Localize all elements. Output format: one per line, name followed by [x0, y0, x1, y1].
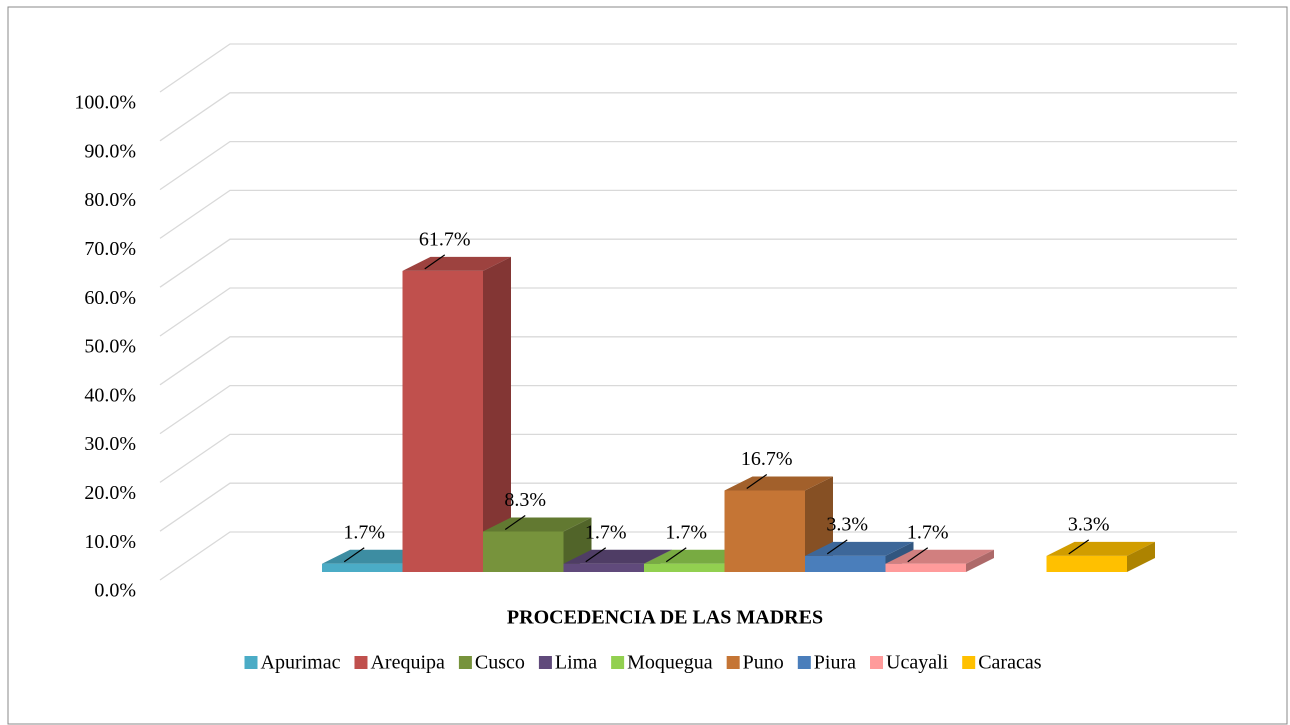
y-tick-label: 50.0%	[84, 336, 136, 358]
legend-swatch	[538, 656, 552, 669]
legend-label: Arequipa	[370, 652, 445, 674]
bar	[644, 563, 725, 572]
x-axis-label: PROCEDENCIA DE LAS MADRES	[507, 607, 823, 629]
grid-line	[159, 140, 1237, 191]
bar-top	[483, 517, 592, 532]
data-label: 16.7%	[741, 448, 793, 470]
legend-swatch	[962, 656, 976, 669]
bar-side	[483, 256, 511, 572]
label-leader	[343, 547, 365, 563]
grid-line	[159, 531, 1237, 581]
bar	[805, 555, 886, 572]
data-label: 8.3%	[504, 489, 546, 511]
grid-line	[159, 482, 1237, 532]
legend-swatch	[244, 656, 258, 669]
label-leader	[826, 539, 848, 555]
legend-swatch	[726, 656, 740, 669]
label-leader	[907, 547, 929, 563]
data-label: 1.7%	[665, 521, 707, 543]
legend-swatch	[611, 656, 625, 669]
grid-line	[159, 384, 1237, 435]
legend-label: Caracas	[978, 652, 1042, 674]
bar	[563, 563, 644, 572]
y-tick-label: 60.0%	[84, 287, 136, 309]
grid-line	[159, 336, 1237, 386]
label-leader	[424, 254, 446, 270]
bar	[402, 270, 483, 572]
label-leader	[504, 515, 526, 530]
bar-top	[563, 549, 672, 564]
y-tick-label: 20.0%	[84, 482, 136, 504]
bar-side	[966, 549, 994, 572]
legend-label: Apurimac	[261, 652, 341, 674]
legend-label: Cusco	[475, 652, 525, 674]
bar	[724, 490, 805, 572]
y-tick-label: 70.0%	[84, 238, 136, 260]
bar-top	[885, 549, 994, 564]
grid-line	[159, 433, 1237, 483]
bar-top	[724, 476, 833, 491]
y-tick-label: 30.0%	[84, 433, 136, 455]
legend-label: Puno	[743, 652, 784, 674]
legend-label: Lima	[555, 652, 597, 674]
legend-label: Ucayali	[886, 652, 949, 674]
bar	[322, 563, 403, 572]
label-leader	[585, 547, 607, 563]
bar-top	[402, 256, 511, 271]
data-label: 1.7%	[907, 521, 949, 543]
label-leader	[746, 474, 768, 489]
y-tick-label: 0.0%	[94, 580, 136, 602]
data-label: 1.7%	[343, 521, 385, 543]
y-tick-label: 80.0%	[84, 189, 136, 211]
bar-top	[1046, 541, 1155, 556]
grid-line	[159, 92, 1237, 142]
legend-swatch	[458, 656, 472, 669]
legend-swatch	[870, 656, 884, 669]
bar	[483, 531, 564, 572]
data-label: 1.7%	[585, 521, 627, 543]
bar	[885, 563, 966, 572]
data-label: 3.3%	[1068, 513, 1110, 535]
legend-swatch	[797, 656, 811, 669]
grid-line	[159, 287, 1237, 337]
legend-label: Piura	[814, 652, 856, 674]
legend-swatch	[354, 656, 368, 669]
data-label: 3.3%	[826, 513, 868, 535]
y-tick-label: 100.0%	[74, 92, 136, 114]
bar	[1046, 555, 1127, 572]
legend-label: Moquegua	[627, 652, 713, 674]
bar-side	[1127, 541, 1155, 572]
grid-line	[159, 238, 1237, 288]
chart-frame	[7, 6, 1288, 725]
bar-top	[805, 541, 914, 556]
data-label: 61.7%	[419, 228, 471, 250]
grid-line	[159, 189, 1237, 239]
grid-line	[159, 43, 1237, 93]
label-leader	[665, 547, 687, 563]
label-leader	[1068, 539, 1090, 555]
y-tick-label: 90.0%	[84, 140, 136, 162]
y-tick-label: 40.0%	[84, 384, 136, 406]
y-tick-label: 10.0%	[84, 531, 136, 553]
